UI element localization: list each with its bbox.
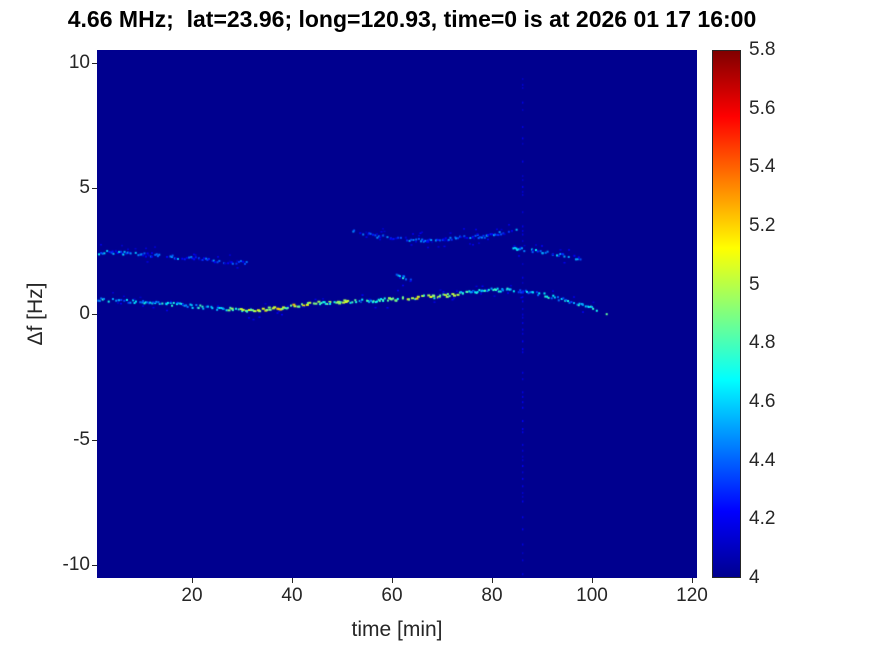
colorbar-tick-label: 4.6: [749, 391, 776, 412]
plot-title: 4.66 MHz; lat=23.96; long=120.93, time=0…: [67, 6, 757, 32]
y-tick-label: 0: [79, 303, 90, 324]
x-tick-label: 20: [181, 585, 203, 606]
x-tick-label: 120: [676, 585, 708, 606]
x-tick-mark: [392, 578, 393, 583]
x-tick-label: 40: [281, 585, 303, 606]
x-tick-mark: [292, 578, 293, 583]
x-tick-mark: [592, 578, 593, 583]
colorbar-tick-label: 5.8: [749, 39, 776, 60]
colorbar-tick-label: 5.4: [749, 156, 776, 178]
y-tick-mark: [92, 565, 97, 567]
colorbar-tick-label: 5.2: [749, 215, 776, 236]
y-tick-label: -10: [62, 554, 90, 576]
colorbar-tick-label: 4.8: [749, 332, 776, 354]
colorbar-tick-label: 5: [749, 273, 760, 295]
colorbar: [712, 50, 741, 578]
x-tick-label: 100: [576, 585, 608, 606]
x-tick-mark: [692, 578, 693, 583]
colorbar-gradient: [713, 51, 740, 577]
y-tick-label: -5: [73, 428, 90, 450]
x-axis-label: time [min]: [351, 618, 443, 641]
plot-area: [97, 50, 697, 578]
colorbar-tick-label: 5.6: [749, 97, 776, 119]
y-tick-mark: [92, 62, 97, 64]
x-tick-mark: [192, 578, 193, 583]
y-tick-mark: [92, 188, 97, 190]
y-tick-mark: [92, 314, 97, 315]
x-tick-mark: [492, 578, 493, 583]
x-tick-label: 60: [381, 585, 403, 606]
x-tick-label: 80: [481, 585, 503, 606]
colorbar-tick-label: 4.2: [749, 508, 776, 530]
y-tick-label: 10: [68, 51, 90, 73]
heatmap-canvas: [97, 50, 697, 578]
colorbar-tick-label: 4: [749, 567, 760, 588]
colorbar-tick-label: 4.4: [749, 449, 776, 471]
y-tick-mark: [92, 439, 97, 441]
y-tick-label: 5: [79, 177, 90, 199]
